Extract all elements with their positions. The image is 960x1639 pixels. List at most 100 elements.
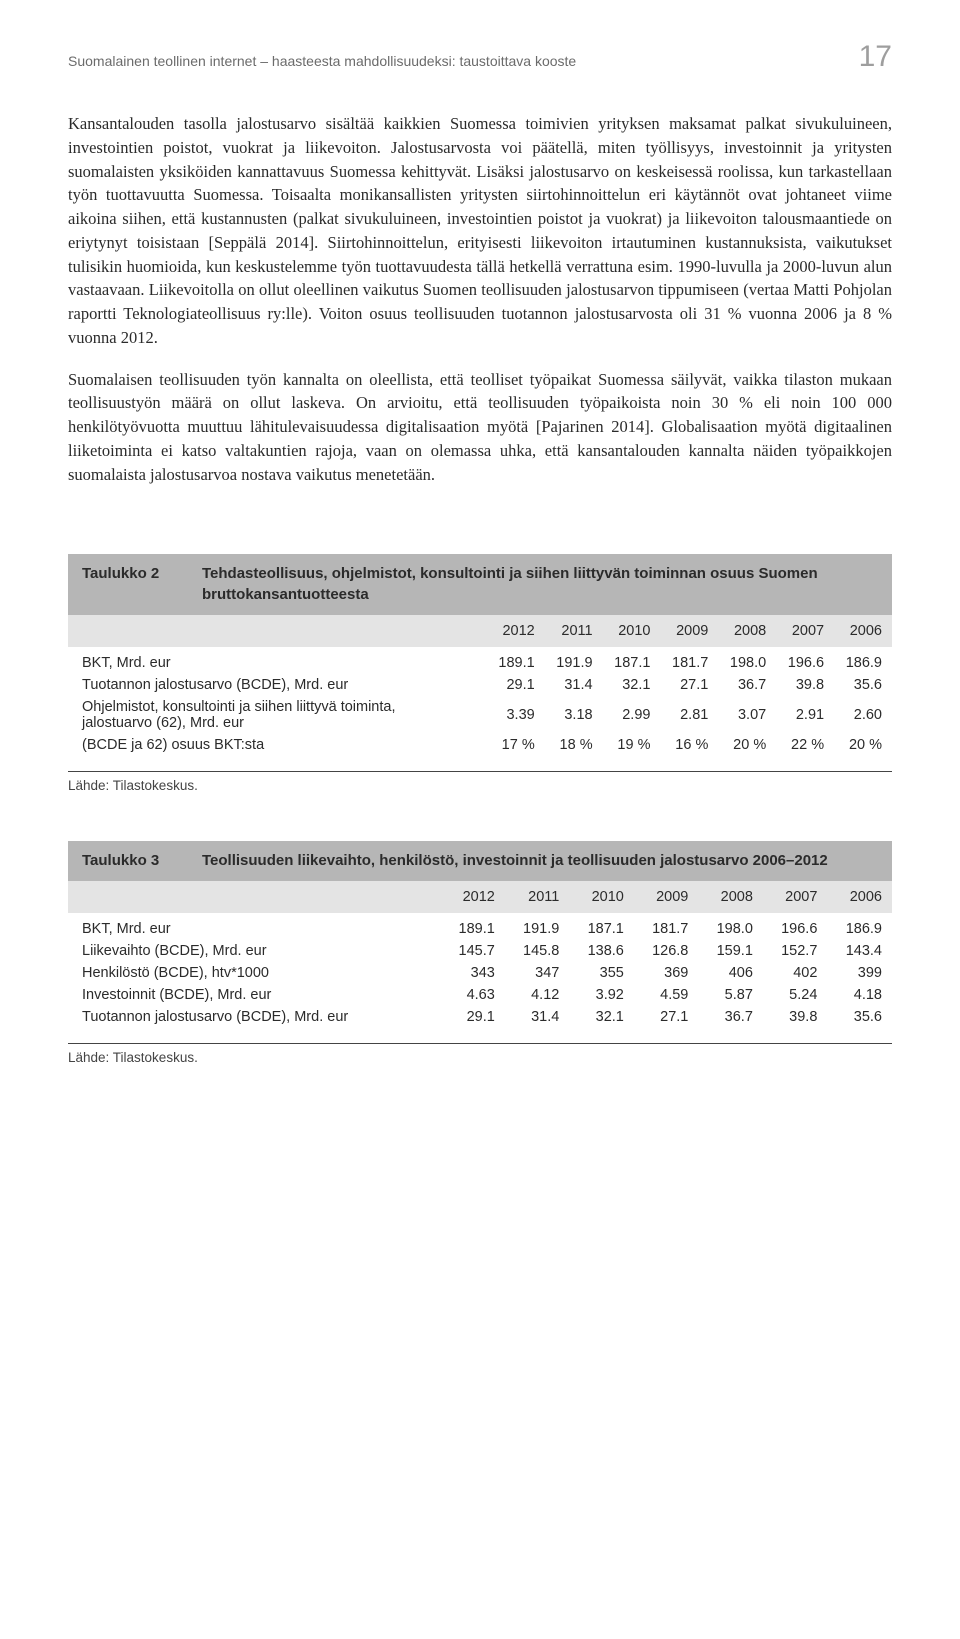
table-2-source: Lähde: Tilastokeskus. (68, 771, 892, 793)
cell-value: 39.8 (763, 1006, 828, 1035)
running-head: Suomalainen teollinen internet – haastee… (68, 53, 576, 69)
cell-value: 187.1 (569, 913, 634, 940)
cell-value: 22 % (776, 734, 834, 763)
cell-value: 198.0 (698, 913, 763, 940)
cell-value: 399 (827, 962, 892, 984)
table-row: (BCDE ja 62) osuus BKT:sta17 %18 %19 %16… (68, 734, 892, 763)
cell-value: 196.6 (776, 647, 834, 674)
table-3-year-row: 2012 2011 2010 2009 2008 2007 2006 (68, 881, 892, 913)
cell-value: 29.1 (487, 674, 545, 696)
page: Suomalainen teollinen internet – haastee… (0, 0, 960, 1163)
cell-value: 3.18 (545, 696, 603, 734)
cell-value: 186.9 (834, 647, 892, 674)
table-col-year: 2007 (776, 615, 834, 647)
row-label: BKT, Mrd. eur (68, 913, 440, 940)
table-col-year: 2006 (827, 881, 892, 913)
cell-value: 4.12 (505, 984, 570, 1006)
row-label: (BCDE ja 62) osuus BKT:sta (68, 734, 487, 763)
table-2: Taulukko 2 Tehdasteollisuus, ohjelmistot… (68, 554, 892, 793)
table-2-title: Tehdasteollisuus, ohjelmistot, konsultoi… (202, 564, 878, 605)
cell-value: 32.1 (569, 1006, 634, 1035)
cell-value: 2.91 (776, 696, 834, 734)
cell-value: 186.9 (827, 913, 892, 940)
row-label: Investoinnit (BCDE), Mrd. eur (68, 984, 440, 1006)
cell-value: 29.1 (440, 1006, 505, 1035)
cell-value: 145.8 (505, 940, 570, 962)
table-3-source: Lähde: Tilastokeskus. (68, 1043, 892, 1065)
cell-value: 347 (505, 962, 570, 984)
cell-value: 189.1 (487, 647, 545, 674)
cell-value: 4.59 (634, 984, 699, 1006)
table-col-year: 2006 (834, 615, 892, 647)
table-row: Investoinnit (BCDE), Mrd. eur4.634.123.9… (68, 984, 892, 1006)
cell-value: 355 (569, 962, 634, 984)
cell-value: 27.1 (634, 1006, 699, 1035)
cell-value: 31.4 (505, 1006, 570, 1035)
cell-value: 36.7 (718, 674, 776, 696)
cell-value: 16 % (660, 734, 718, 763)
page-header: Suomalainen teollinen internet – haastee… (68, 40, 892, 74)
page-number: 17 (859, 40, 892, 74)
table-row: Tuotannon jalostusarvo (BCDE), Mrd. eur2… (68, 1006, 892, 1035)
table-col-year: 2008 (718, 615, 776, 647)
cell-value: 196.6 (763, 913, 828, 940)
row-label: Tuotannon jalostusarvo (BCDE), Mrd. eur (68, 674, 487, 696)
table-2-label: Taulukko 2 (82, 564, 202, 605)
table-col-year: 2009 (634, 881, 699, 913)
cell-value: 138.6 (569, 940, 634, 962)
cell-value: 18 % (545, 734, 603, 763)
cell-value: 143.4 (827, 940, 892, 962)
cell-value: 35.6 (834, 674, 892, 696)
row-label: Henkilöstö (BCDE), htv*1000 (68, 962, 440, 984)
table-2-header: Taulukko 2 Tehdasteollisuus, ohjelmistot… (68, 554, 892, 615)
table-2-year-row: 2012 2011 2010 2009 2008 2007 2006 (68, 615, 892, 647)
table-3-grid: 2012 2011 2010 2009 2008 2007 2006 BKT, … (68, 881, 892, 1035)
table-col-year: 2012 (487, 615, 545, 647)
table-row: Ohjelmistot, konsultointi ja siihen liit… (68, 696, 892, 734)
cell-value: 181.7 (634, 913, 699, 940)
cell-value: 191.9 (545, 647, 603, 674)
table-col-year: 2008 (698, 881, 763, 913)
cell-value: 19 % (603, 734, 661, 763)
row-label: BKT, Mrd. eur (68, 647, 487, 674)
cell-value: 3.39 (487, 696, 545, 734)
body-paragraph-1: Kansantalouden tasolla jalostusarvo sisä… (68, 112, 892, 350)
table-3-label: Taulukko 3 (82, 851, 202, 871)
table-row: Tuotannon jalostusarvo (BCDE), Mrd. eur2… (68, 674, 892, 696)
cell-value: 343 (440, 962, 505, 984)
cell-value: 4.18 (827, 984, 892, 1006)
table-2-grid: 2012 2011 2010 2009 2008 2007 2006 BKT, … (68, 615, 892, 763)
row-label: Tuotannon jalostusarvo (BCDE), Mrd. eur (68, 1006, 440, 1035)
row-label: Ohjelmistot, konsultointi ja siihen liit… (68, 696, 487, 734)
cell-value: 369 (634, 962, 699, 984)
body-paragraph-2: Suomalaisen teollisuuden työn kannalta o… (68, 368, 892, 487)
table-col-year: 2007 (763, 881, 828, 913)
cell-value: 35.6 (827, 1006, 892, 1035)
cell-value: 5.87 (698, 984, 763, 1006)
table-3: Taulukko 3 Teollisuuden liikevaihto, hen… (68, 841, 892, 1065)
cell-value: 406 (698, 962, 763, 984)
cell-value: 2.60 (834, 696, 892, 734)
row-label: Liikevaihto (BCDE), Mrd. eur (68, 940, 440, 962)
table-col-year: 2009 (660, 615, 718, 647)
cell-value: 159.1 (698, 940, 763, 962)
tables-block: Taulukko 2 Tehdasteollisuus, ohjelmistot… (68, 554, 892, 1065)
cell-value: 145.7 (440, 940, 505, 962)
cell-value: 191.9 (505, 913, 570, 940)
table-col-year: 2011 (505, 881, 570, 913)
cell-value: 20 % (718, 734, 776, 763)
table-col-year: 2011 (545, 615, 603, 647)
table-3-title: Teollisuuden liikevaihto, henkilöstö, in… (202, 851, 828, 871)
table-row: BKT, Mrd. eur189.1191.9187.1181.7198.019… (68, 913, 892, 940)
cell-value: 2.81 (660, 696, 718, 734)
cell-value: 4.63 (440, 984, 505, 1006)
cell-value: 126.8 (634, 940, 699, 962)
cell-value: 5.24 (763, 984, 828, 1006)
cell-value: 152.7 (763, 940, 828, 962)
table-col-year: 2010 (603, 615, 661, 647)
table-3-header: Taulukko 3 Teollisuuden liikevaihto, hen… (68, 841, 892, 881)
cell-value: 39.8 (776, 674, 834, 696)
cell-value: 198.0 (718, 647, 776, 674)
table-row: Henkilöstö (BCDE), htv*10003433473553694… (68, 962, 892, 984)
cell-value: 31.4 (545, 674, 603, 696)
